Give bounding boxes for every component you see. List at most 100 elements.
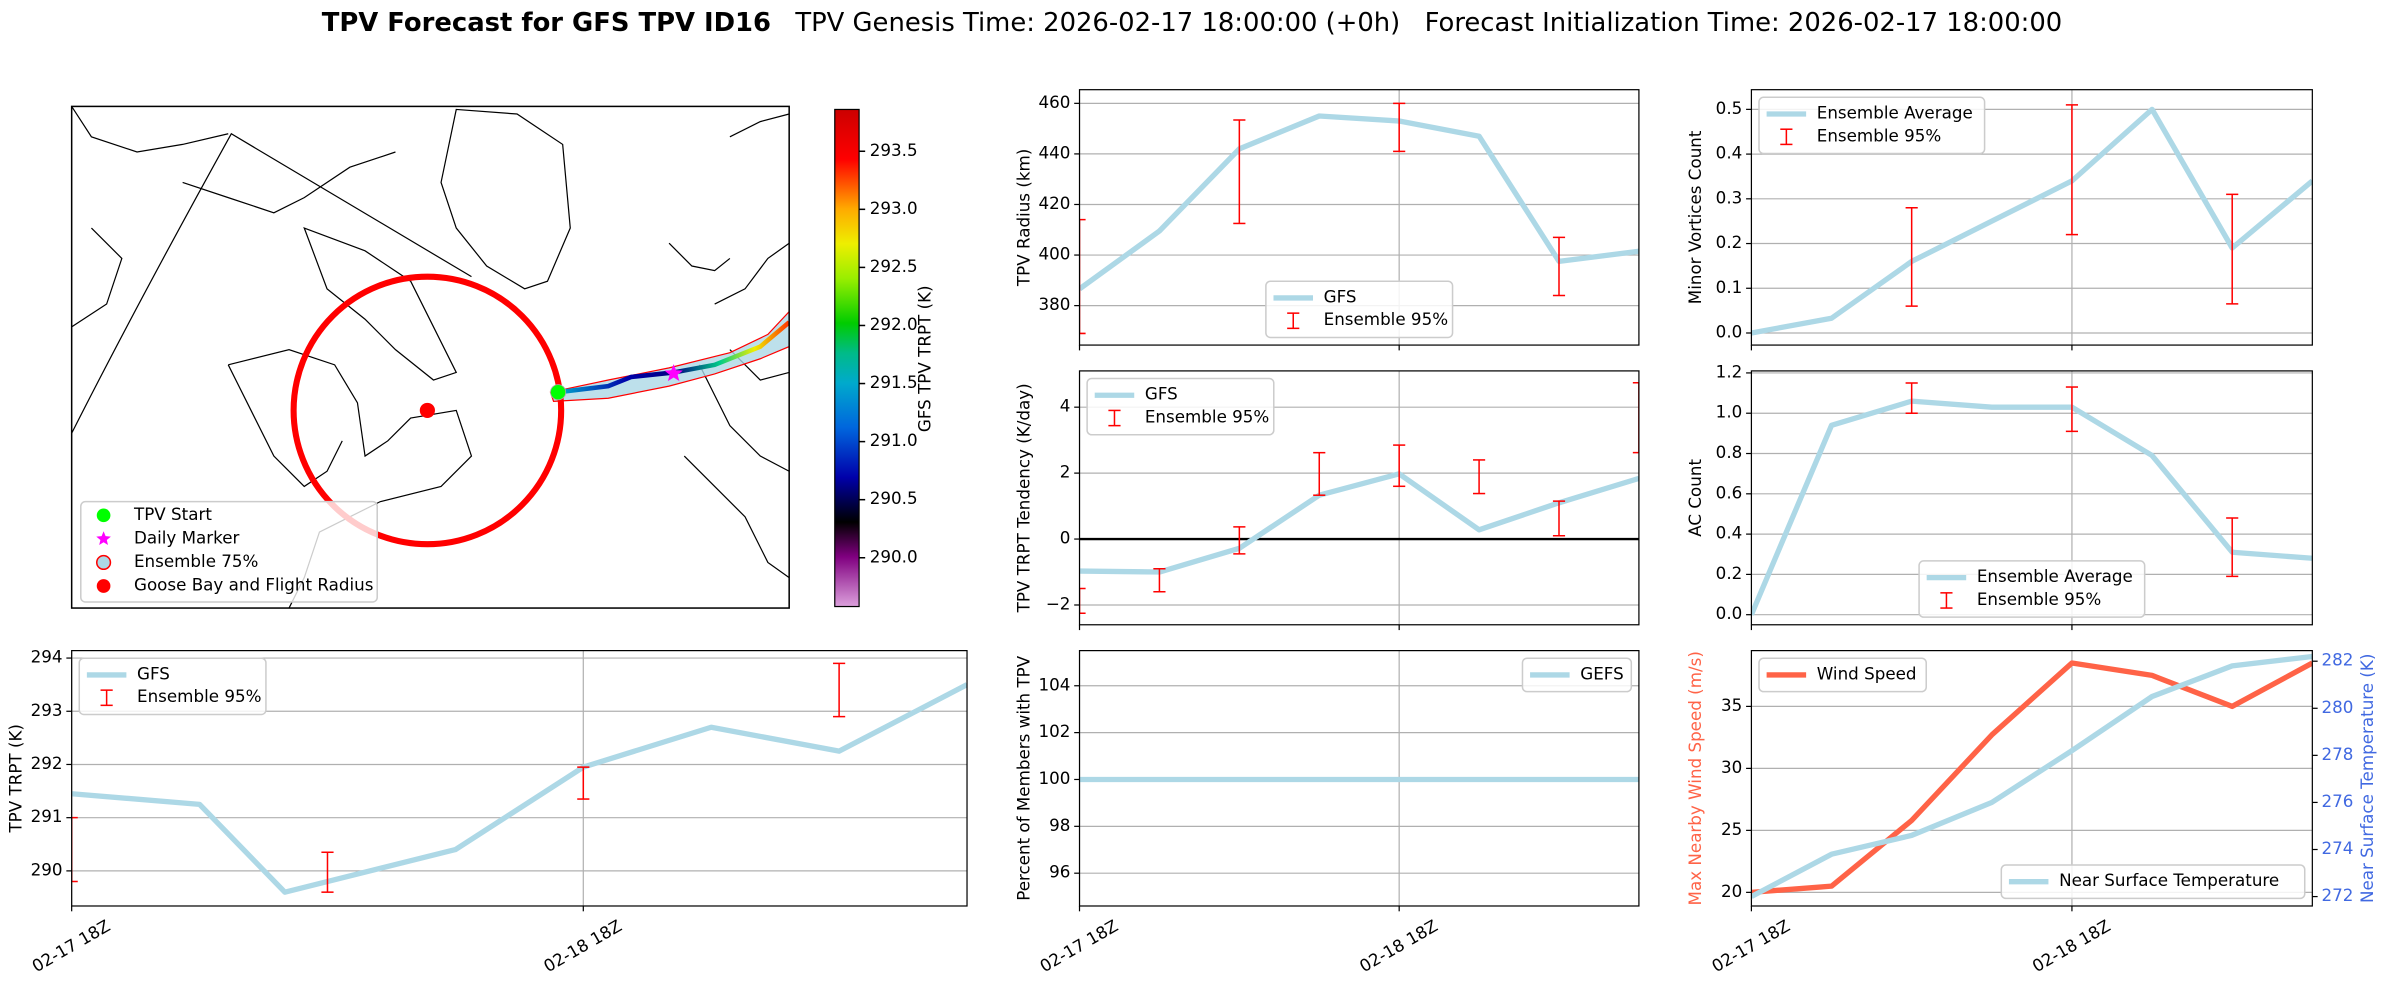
title-genesis: TPV Genesis Time: 2026-02-17 18:00:00 (+… — [794, 7, 1400, 37]
coastline — [668, 113, 790, 579]
legend-label: Ensemble 75% — [134, 551, 258, 571]
legend-label: Daily Marker — [134, 527, 240, 547]
daily-marker — [664, 364, 683, 382]
suptitle: TPV Forecast for GFS TPV ID16 TPV Genesis… — [322, 7, 2062, 37]
series-line — [1751, 106, 2313, 336]
colorbar — [834, 108, 860, 608]
y-tick-label: 294 — [31, 647, 63, 667]
axes-frame — [1078, 370, 1640, 626]
series-line — [1079, 113, 1639, 292]
y2-tick-label: 278 — [2321, 744, 2353, 764]
y-tick-label: 460 — [1038, 92, 1070, 112]
legend-label: Wind Speed — [1817, 663, 1917, 683]
y2-tick-label: 274 — [2321, 838, 2353, 858]
colorbar-tick-label: 293.5 — [870, 140, 918, 160]
y-tick-label: 30 — [1721, 757, 1742, 777]
y-tick-label: 420 — [1038, 193, 1070, 213]
legend-marker — [96, 579, 111, 593]
legend-label: Ensemble Average — [1977, 566, 2133, 586]
colorbar-tick-label: 293.0 — [870, 198, 918, 218]
legend-box — [80, 500, 378, 603]
y-tick-label: 0.3 — [1716, 187, 1743, 207]
plot-area — [1751, 89, 2313, 346]
legend-label: GFS — [1324, 286, 1357, 306]
axes-frame — [71, 650, 968, 907]
legend-label: Ensemble 95% — [1977, 589, 2101, 609]
y-tick-label: 4 — [1060, 396, 1071, 416]
y-tick-label: 96 — [1049, 862, 1070, 882]
legend-label: Ensemble 95% — [1324, 309, 1448, 329]
map-frame — [70, 105, 790, 609]
y-tick-label: 0.2 — [1716, 232, 1743, 252]
series-line — [71, 682, 968, 895]
y-tick-label: 400 — [1038, 244, 1070, 264]
x-tick-label: 02-18 18Z — [1356, 915, 1441, 976]
colorbar-tick-label: 291.0 — [870, 430, 918, 450]
y-tick-label: 0.6 — [1716, 482, 1743, 502]
series-line — [1751, 653, 2313, 899]
y-axis-label: Percent of Members with TPV — [1013, 655, 1033, 901]
series-line — [1751, 398, 2313, 616]
x-tick-label: 02-17 18Z — [1036, 915, 1121, 976]
colorbar-tick-label: 292.5 — [870, 256, 918, 276]
legend-label: Goose Bay and Flight Radius — [134, 575, 373, 595]
coastline — [71, 132, 472, 434]
map-layer — [71, 106, 790, 609]
flight-radius — [290, 273, 565, 548]
y-tick-label: 0.0 — [1716, 321, 1743, 341]
legend-label: GFS — [1145, 384, 1178, 404]
y-axis-label: TPV Radius (km) — [1013, 149, 1033, 287]
legend-box — [1758, 96, 1986, 155]
y-axis-label: TPV TRPT (K) — [5, 724, 25, 834]
legend-marker — [96, 531, 111, 545]
x-tick-label: 02-17 18Z — [28, 915, 113, 976]
y-tick-label: 0 — [1060, 528, 1071, 548]
plot-area — [1079, 650, 1639, 906]
y-tick-label: 1.0 — [1716, 402, 1743, 422]
legend-box — [1758, 657, 1927, 693]
legend-label: GEFS — [1580, 663, 1623, 683]
legend-label: Ensemble 95% — [137, 686, 261, 706]
y-tick-label: 0.5 — [1716, 98, 1743, 118]
y-tick-label: 0.4 — [1716, 523, 1743, 543]
plot-area — [1751, 650, 2313, 906]
colorbar-tick-label: 290.0 — [870, 546, 918, 566]
y-tick-label: 0.1 — [1716, 277, 1743, 297]
y2-tick-label: 276 — [2321, 791, 2353, 811]
axes-frame — [1750, 370, 2313, 626]
legend-label: Ensemble 95% — [1145, 407, 1269, 427]
coastline — [303, 226, 458, 381]
y-axis-label: TPV TRPT Tendency (K/day) — [1013, 383, 1033, 613]
colorbar-tick-label: 292.0 — [870, 314, 918, 334]
y-axis-label: AC Count — [1685, 459, 1705, 537]
legend-label: Near Surface Temperature — [2059, 870, 2279, 890]
colorbar-tick-label: 290.5 — [870, 488, 918, 508]
axes-frame — [1750, 89, 2313, 346]
title-main: TPV Forecast for GFS TPV ID16 — [322, 7, 771, 37]
y2-tick-label: 282 — [2321, 650, 2353, 670]
y-tick-label: 1.2 — [1716, 361, 1743, 381]
y-tick-label: 292 — [31, 753, 63, 773]
y-tick-label: 104 — [1038, 674, 1070, 694]
y-tick-label: 2 — [1060, 462, 1071, 482]
axes-frame — [1750, 650, 2313, 907]
y-tick-label: 0.4 — [1716, 143, 1743, 163]
coastline — [227, 364, 343, 488]
y-tick-label: 100 — [1038, 768, 1070, 788]
colorbar-tick-label: 291.5 — [870, 372, 918, 392]
y2-axis-label: Near Surface Temperature (K) — [2357, 654, 2377, 903]
y-tick-label: 0.0 — [1716, 603, 1743, 623]
x-tick-label: 02-18 18Z — [540, 915, 625, 976]
y-tick-label: 293 — [31, 700, 63, 720]
y-tick-label: 291 — [31, 806, 63, 826]
colorbar-label: GFS TPV TRPT (K) — [914, 285, 934, 432]
coastline — [182, 151, 396, 214]
legend-box — [1918, 560, 2146, 618]
y-tick-label: 20 — [1721, 881, 1742, 901]
legend-label: GFS — [137, 663, 170, 683]
series-line — [1751, 660, 2313, 896]
legend-label: TPV Start — [133, 504, 212, 524]
y-tick-label: 0.2 — [1716, 563, 1743, 583]
y-tick-label: 35 — [1721, 695, 1742, 715]
x-tick-label: 02-17 18Z — [1708, 915, 1793, 976]
